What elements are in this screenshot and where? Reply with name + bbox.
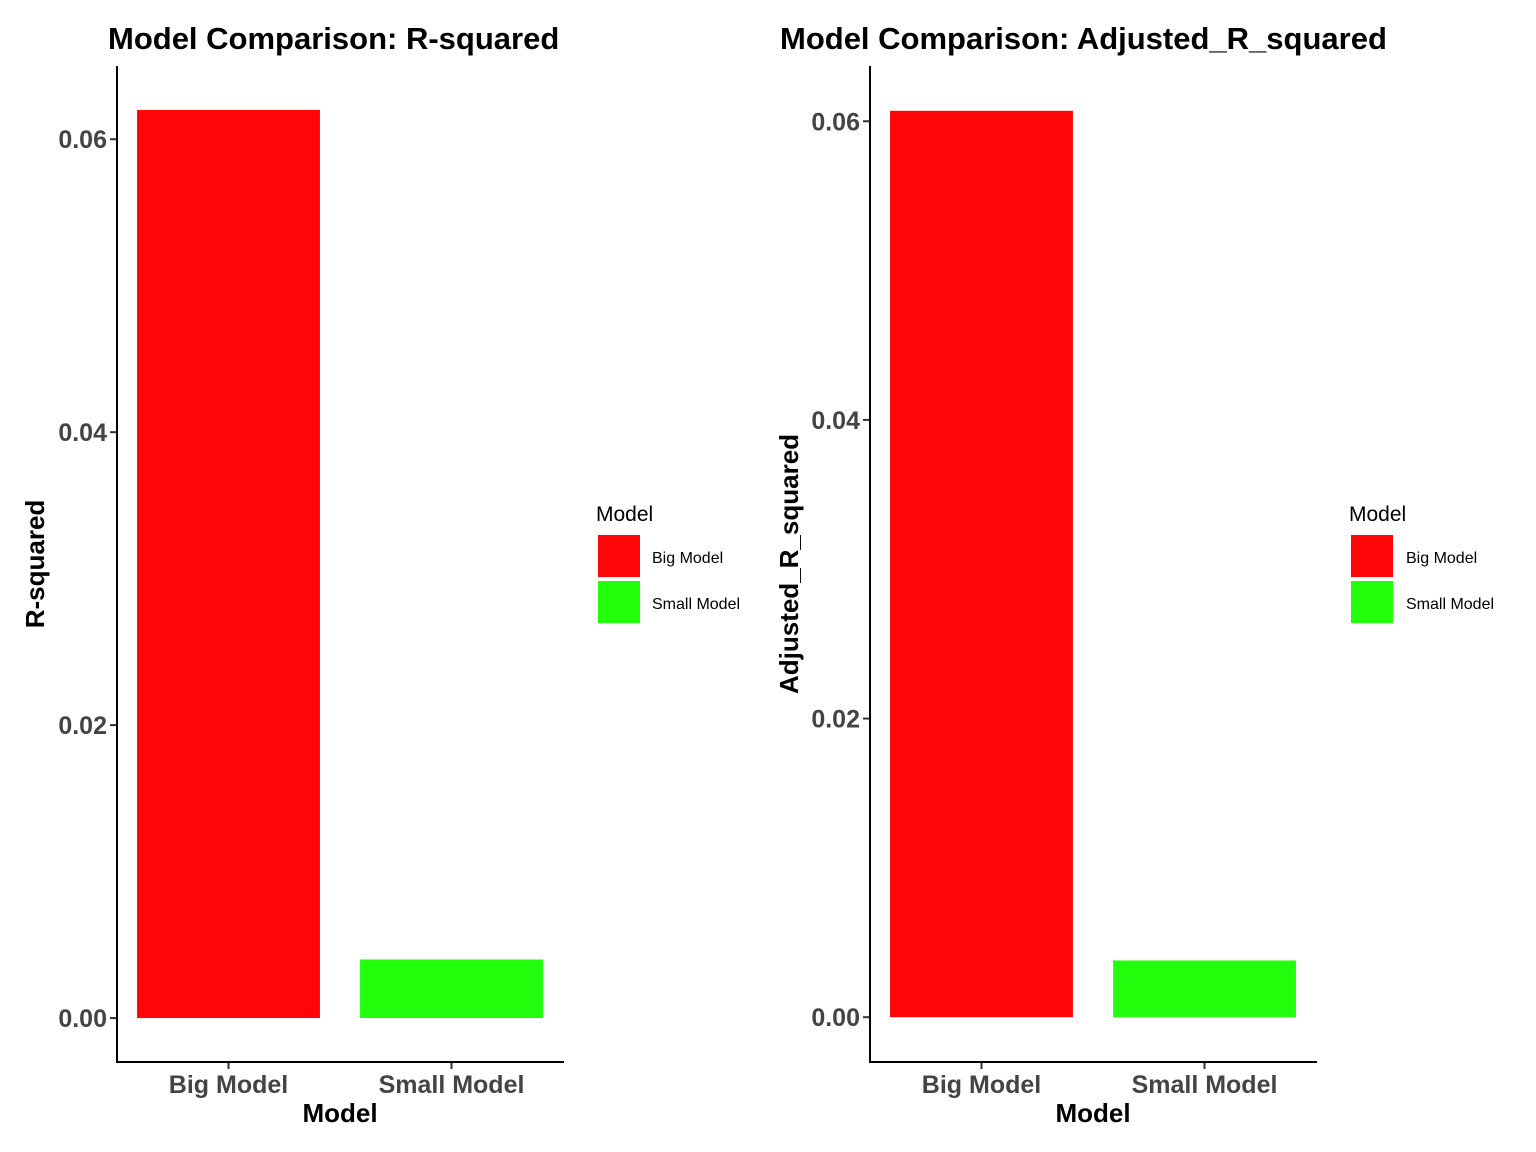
x-tick-group: Big Model Small Model	[169, 1062, 525, 1099]
legend-label-big-model: Big Model	[652, 550, 723, 567]
y-tick-label: 0.06	[811, 108, 860, 136]
bar-small-model	[1113, 960, 1296, 1018]
bar-group	[890, 110, 1296, 1018]
legend-title: Model	[596, 503, 653, 526]
y-tick-group: 0.00 0.02 0.04 0.06	[58, 126, 117, 1033]
x-tick-label: Big Model	[922, 1071, 1041, 1099]
bar-group	[137, 109, 543, 1019]
x-axis-title: Model	[302, 1098, 377, 1128]
y-tick-label: 0.02	[58, 712, 107, 740]
y-tick-label: 0.04	[811, 407, 860, 435]
y-tick-label: 0.02	[811, 706, 860, 734]
y-tick-label: 0.00	[811, 1004, 860, 1032]
legend-label-small-model: Small Model	[652, 596, 740, 613]
legend-title: Model	[1349, 503, 1406, 526]
legend-swatch-big-model	[1351, 535, 1393, 577]
chart-title: Model Comparison: R-squared	[108, 21, 559, 56]
legend: Model Big Model Small Model	[596, 503, 740, 623]
y-tick-label: 0.00	[58, 1005, 107, 1033]
legend-label-small-model: Small Model	[1406, 596, 1494, 613]
legend-swatch-big-model	[598, 535, 640, 577]
bar-big-model	[137, 109, 320, 1019]
chart-panel-adjusted-r-squared: Model Comparison: Adjusted_R_squared 0.0…	[774, 21, 1494, 1128]
legend-swatch-small-model	[1351, 581, 1393, 623]
x-tick-label: Small Model	[379, 1071, 525, 1099]
bar-big-model	[890, 110, 1073, 1018]
legend-swatch-small-model	[598, 581, 640, 623]
chart-title: Model Comparison: Adjusted_R_squared	[780, 21, 1387, 56]
bar-small-model	[360, 959, 543, 1019]
y-tick-label: 0.06	[58, 126, 107, 154]
chart-panel-r-squared: Model Comparison: R-squared 0.00 0.02 0.04…	[20, 21, 740, 1128]
y-axis-title: R-squared	[20, 500, 50, 629]
y-axis-title: Adjusted_R_squared	[774, 434, 804, 694]
x-axis-title: Model	[1055, 1098, 1130, 1128]
legend-label-big-model: Big Model	[1406, 550, 1477, 567]
y-tick-label: 0.04	[58, 419, 107, 447]
x-tick-group: Big Model Small Model	[922, 1062, 1278, 1099]
y-tick-group: 0.00 0.02 0.04 0.06	[811, 108, 870, 1032]
legend: Model Big Model Small Model	[1349, 503, 1494, 623]
x-tick-label: Small Model	[1132, 1071, 1278, 1099]
x-tick-label: Big Model	[169, 1071, 288, 1099]
